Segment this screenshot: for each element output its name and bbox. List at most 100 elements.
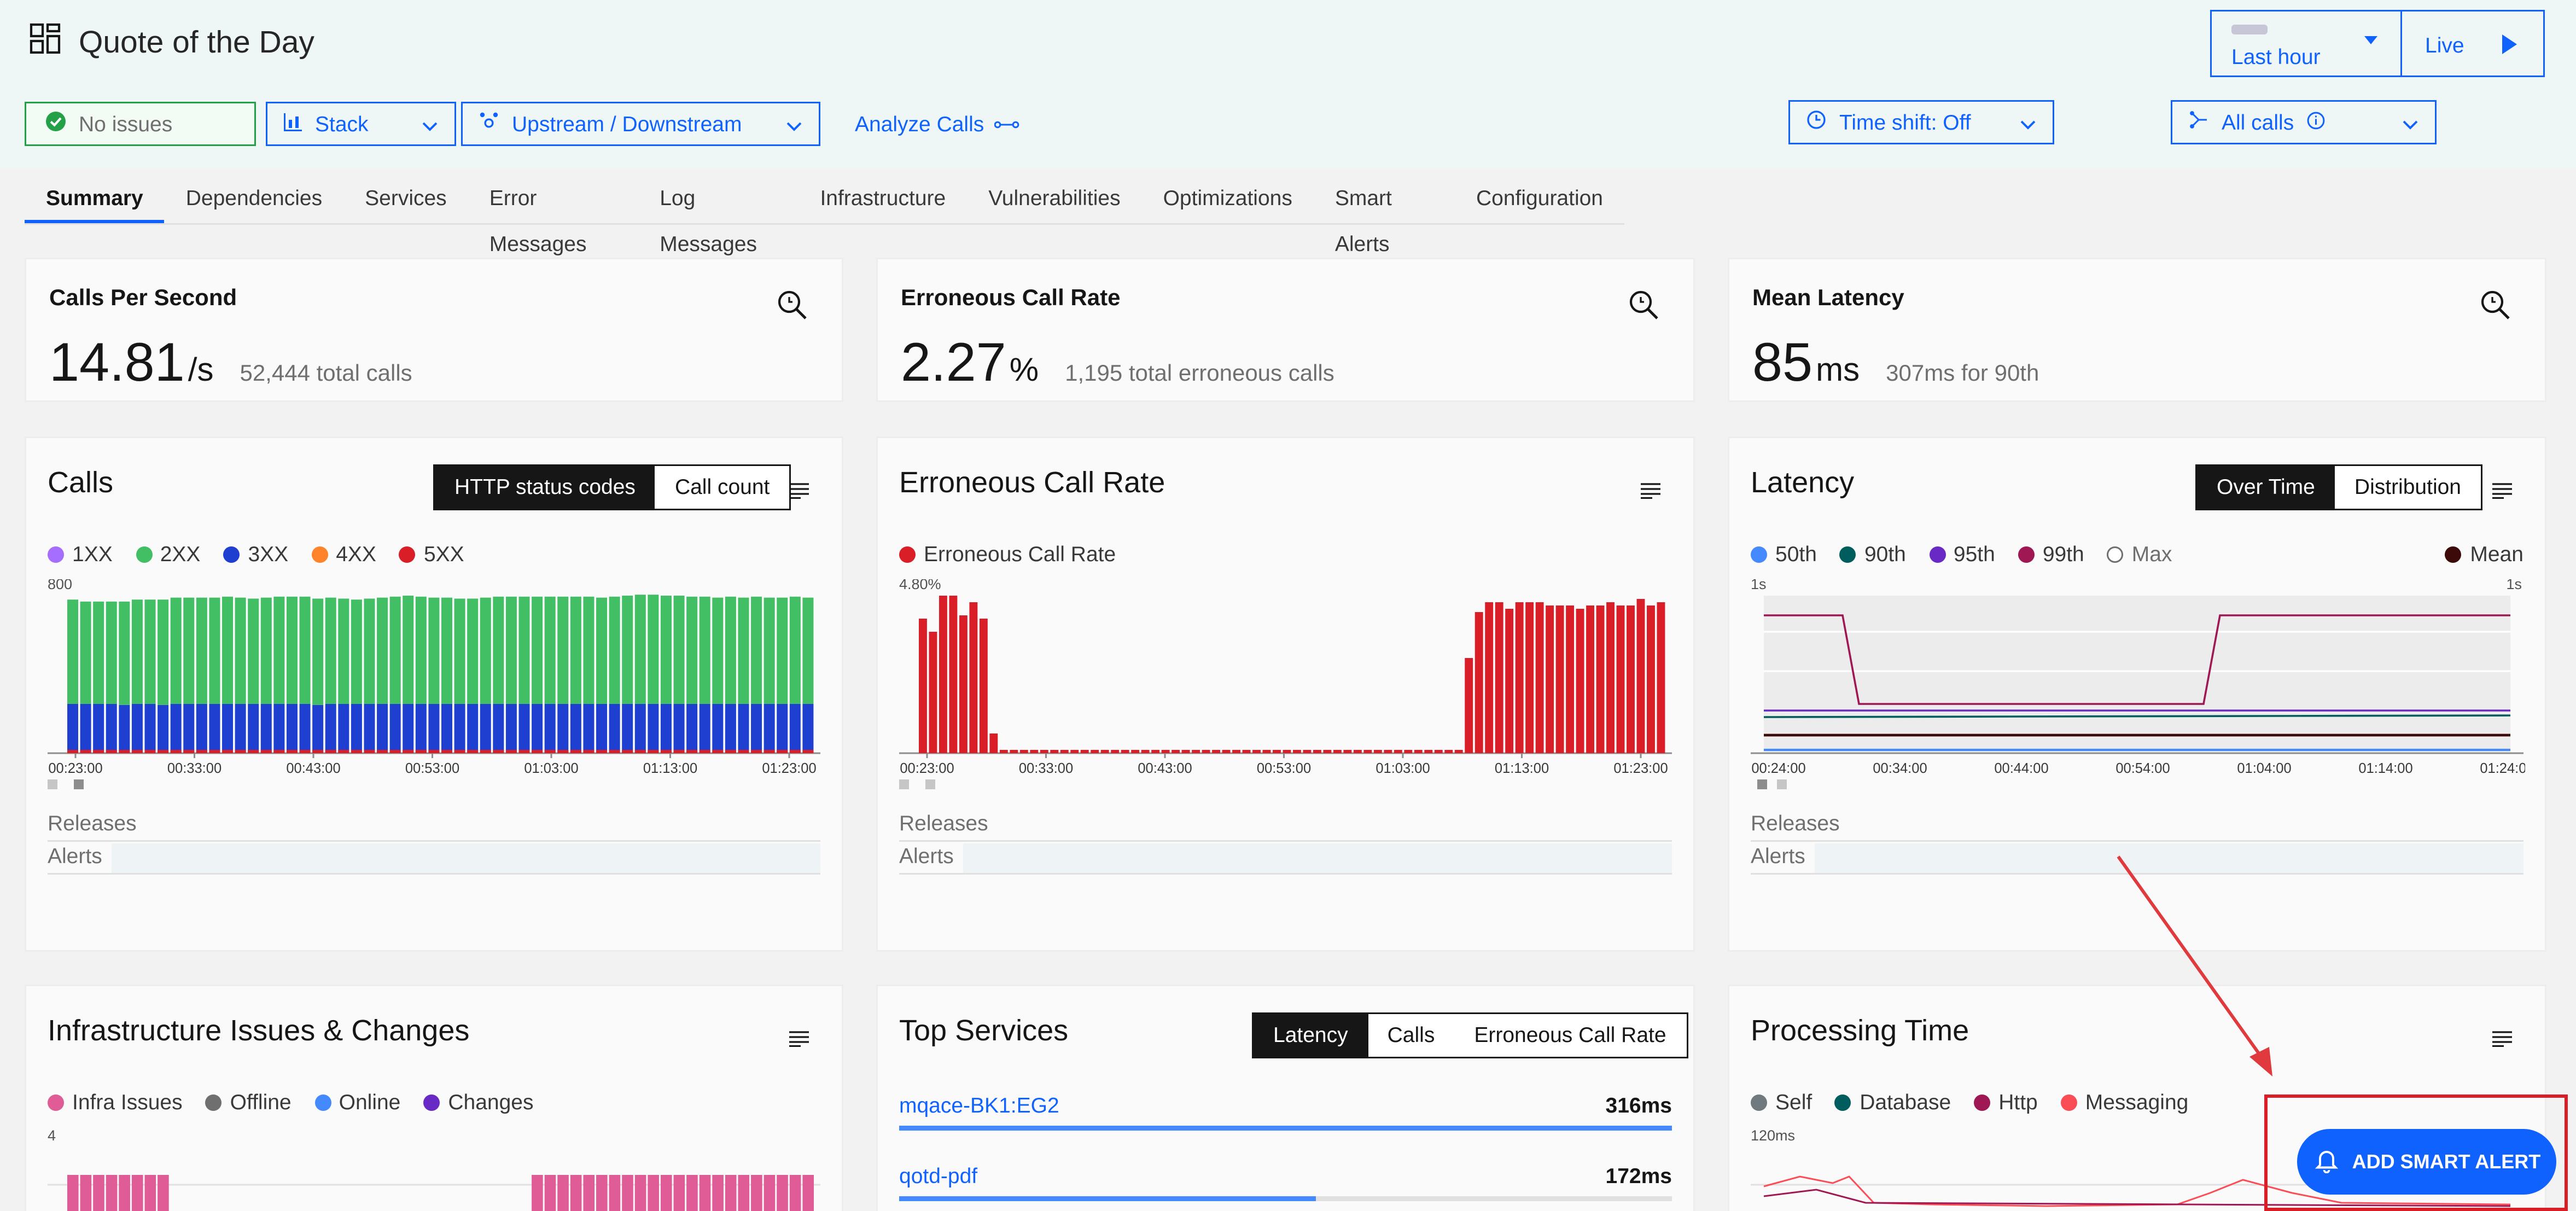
search-history-icon[interactable] (2479, 289, 2512, 330)
tab-dependencies[interactable]: Dependencies (185, 185, 323, 210)
legend-item[interactable]: Offline (205, 1090, 292, 1114)
brush-handle[interactable] (48, 779, 57, 789)
tab-optimizations[interactable]: Optimizations (1163, 185, 1292, 210)
bar-2xx (428, 597, 440, 704)
legend-swatch (48, 1093, 64, 1110)
search-history-icon[interactable] (776, 289, 809, 330)
series-messaging-line (1763, 1175, 2511, 1207)
bar-2xx (777, 597, 788, 704)
upstream-downstream-dropdown[interactable]: Upstream / Downstream (461, 102, 820, 146)
bar-5xx (183, 750, 195, 753)
toggle-distribution[interactable]: Distribution (2334, 466, 2481, 509)
bar-error-rate (1019, 750, 1028, 753)
menu-icon[interactable] (1641, 478, 1660, 507)
service-link[interactable]: qotd-pdf (899, 1163, 978, 1188)
legend-item[interactable]: Online (314, 1090, 400, 1114)
x-tick-label: 00:53:00 (1257, 761, 1311, 776)
tab-infrastructure[interactable]: Infrastructure (820, 185, 946, 210)
legend-item[interactable]: Max (2107, 542, 2172, 566)
legend-item[interactable]: Database (1835, 1090, 1951, 1114)
bar-2xx (377, 597, 388, 704)
legend-item[interactable]: Http (1974, 1090, 2038, 1114)
bar-5xx (777, 750, 788, 753)
tab-log-messages[interactable]: Log Messages (660, 185, 757, 256)
bar-2xx (80, 601, 91, 704)
all-calls-dropdown[interactable]: All calls (2171, 100, 2437, 144)
add-smart-alert-button[interactable]: ADD SMART ALERT (2297, 1129, 2556, 1195)
bar-infra-issue (751, 1175, 762, 1211)
tab-summary[interactable]: Summary (25, 176, 165, 223)
panel-title: Processing Time (1751, 1014, 1969, 1047)
bar-2xx (634, 595, 646, 704)
list-item[interactable]: qotd-pdf 172ms (899, 1163, 1672, 1201)
annotation-arrow (2117, 855, 2272, 1076)
bar-3xx (196, 704, 207, 753)
toggle-latency[interactable]: Latency (1254, 1014, 1368, 1057)
toggle-erroneous-rate[interactable]: Erroneous Call Rate (1454, 1014, 1686, 1057)
toggle-http-status[interactable]: HTTP status codes (435, 466, 655, 509)
bar-5xx (725, 750, 736, 753)
bar-3xx (544, 704, 556, 753)
brush-handle[interactable] (925, 779, 935, 789)
service-link[interactable]: mqace-BK1:EG2 (899, 1093, 1059, 1117)
legend-item[interactable]: 5XX (399, 542, 464, 566)
bar-3xx (170, 704, 182, 753)
menu-icon[interactable] (2492, 1026, 2512, 1055)
brush-handle[interactable] (899, 779, 909, 789)
bar-error-rate (1596, 606, 1605, 753)
legend-item[interactable]: 2XX (135, 542, 200, 566)
brush-handle[interactable] (1757, 779, 1767, 789)
toggle-call-count[interactable]: Call count (655, 466, 790, 509)
bar-2xx (93, 601, 104, 704)
legend-item[interactable]: 4XX (311, 542, 376, 566)
legend-item[interactable]: 50th (1751, 542, 1817, 566)
brush-handle[interactable] (1777, 779, 1787, 789)
live-button[interactable]: Live (2402, 11, 2543, 75)
time-shift-dropdown[interactable]: Time shift: Off (1788, 100, 2054, 144)
x-tick-label: 00:54:00 (2115, 761, 2170, 776)
tab-error-messages[interactable]: Error Messages (489, 185, 587, 256)
chevron-down-icon (2402, 110, 2418, 135)
bar-3xx (106, 704, 117, 753)
legend-item[interactable]: 3XX (223, 542, 288, 566)
analyze-calls-link[interactable]: Analyze Calls (855, 112, 1020, 136)
legend-item[interactable]: Changes (423, 1090, 534, 1114)
stack-dropdown[interactable]: Stack (266, 102, 456, 146)
bar-5xx (467, 750, 479, 753)
tab-smart-alerts[interactable]: Smart Alerts (1334, 185, 1392, 256)
search-history-icon[interactable] (1628, 289, 1660, 330)
time-range-dropdown[interactable]: Last hour (2212, 11, 2402, 75)
bar-2xx (260, 597, 272, 704)
legend-item[interactable]: 95th (1928, 542, 1995, 566)
bar-error-rate (1515, 602, 1524, 753)
bar-error-rate (1313, 750, 1321, 753)
brush-handle[interactable] (74, 779, 84, 789)
legend-item[interactable]: Mean (2445, 542, 2523, 566)
legend-item[interactable]: 1XX (48, 542, 113, 566)
legend-label: Self (1775, 1090, 1812, 1114)
kpi-calls-card: Calls Per Second 14.81 /s 52,444 total c… (25, 258, 843, 402)
menu-icon[interactable] (789, 478, 809, 507)
tab-services[interactable]: Services (365, 185, 447, 210)
legend-item[interactable]: Self (1751, 1090, 1812, 1114)
flow-icon (993, 112, 1020, 136)
legend-item[interactable]: Infra Issues (48, 1090, 183, 1114)
tab-vulnerabilities[interactable]: Vulnerabilities (988, 185, 1121, 210)
toggle-calls[interactable]: Calls (1367, 1014, 1455, 1057)
legend-item[interactable]: 99th (2018, 542, 2084, 566)
top-services-panel: Top Services Latency Calls Erroneous Cal… (876, 985, 1695, 1211)
menu-icon[interactable] (2492, 478, 2512, 507)
legend-item[interactable]: Messaging (2060, 1090, 2188, 1114)
bar-3xx (686, 704, 698, 753)
bar-2xx (570, 596, 581, 704)
legend-item[interactable]: Erroneous Call Rate (899, 542, 1116, 566)
bar-5xx (648, 750, 659, 753)
toggle-over-time[interactable]: Over Time (2197, 466, 2335, 509)
status-badge[interactable]: No issues (25, 102, 256, 146)
bar-3xx (712, 704, 724, 753)
tab-configuration[interactable]: Configuration (1476, 185, 1603, 210)
menu-icon[interactable] (789, 1026, 809, 1055)
list-item[interactable]: mqace-BK1:EG2 316ms (899, 1093, 1672, 1131)
kpi-title: Mean Latency (1752, 284, 1904, 310)
legend-item[interactable]: 90th (1839, 542, 1906, 566)
